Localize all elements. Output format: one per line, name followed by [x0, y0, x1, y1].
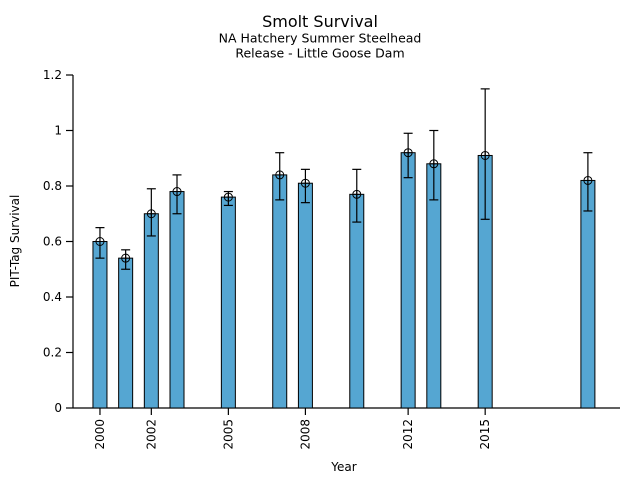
y-tick-label: 0.2 [43, 346, 62, 360]
y-tick-label: 0.4 [43, 290, 62, 304]
bar-2012 [400, 152, 416, 409]
y-tick-label: 0.6 [43, 235, 62, 249]
y-axis-label: PIT-Tag Survival [8, 195, 22, 288]
plot-area: 0 0.2 0.4 0.6 0.8 1 1.2 2000 2002 2005 2008 2012 201… [43, 68, 620, 450]
bar-2010 [349, 193, 365, 409]
bar-2008 [297, 182, 313, 409]
y-tick-label: 0.8 [43, 179, 62, 193]
chart-subtitle-line1: NA Hatchery Summer Steelhead [219, 31, 422, 46]
bar-2001 [118, 257, 134, 409]
x-axis-label: Year [330, 460, 356, 474]
bar-2019 [580, 179, 596, 409]
bar-2005 [220, 196, 236, 409]
bar-2002 [143, 213, 159, 409]
bar-2000 [92, 241, 108, 409]
y-tick-label: 0 [54, 401, 62, 415]
y-tick-label: 1.2 [43, 68, 62, 82]
bar-2007 [272, 174, 288, 409]
chart-subtitle-line2: Release - Little Goose Dam [235, 46, 404, 61]
x-tick-label: 2012 [401, 419, 415, 450]
x-tick-label: 2005 [221, 419, 235, 450]
x-tick-label: 2008 [298, 419, 312, 450]
x-tick-label: 2002 [144, 419, 158, 450]
x-tick-label: 2015 [478, 419, 492, 450]
x-tick-label: 2000 [93, 419, 107, 450]
y-tick-label: 1 [54, 124, 62, 138]
chart-title: Smolt Survival [262, 12, 378, 31]
bar-2003 [169, 191, 185, 409]
